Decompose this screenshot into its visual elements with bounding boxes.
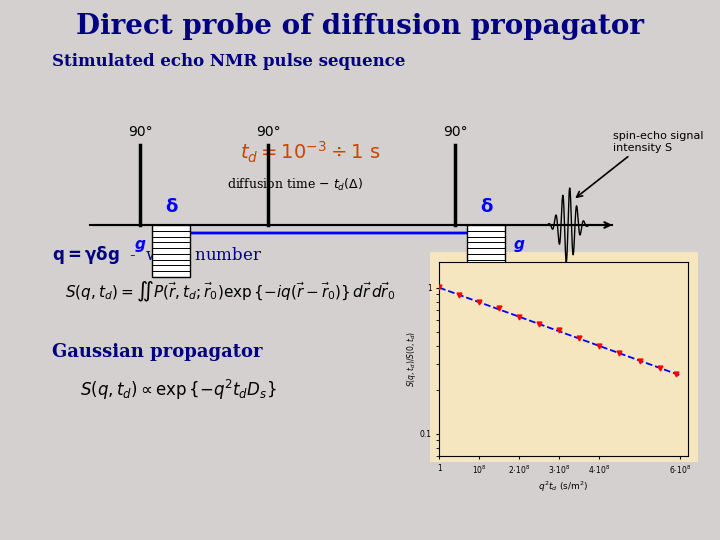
Text: δ: δ (480, 198, 492, 216)
Text: 90°: 90° (256, 125, 280, 139)
Text: Stimulated echo NMR pulse sequence: Stimulated echo NMR pulse sequence (52, 53, 405, 71)
Text: diffusion time $-\ t_d(\Delta)$: diffusion time $-\ t_d(\Delta)$ (227, 177, 363, 193)
Text: $t_d = 10^{-3} \div 1\ \mathrm{s}$: $t_d = 10^{-3} \div 1\ \mathrm{s}$ (240, 139, 380, 165)
Text: spin-echo signal
intensity S: spin-echo signal intensity S (613, 131, 703, 153)
Text: $S(q,t_d) \propto \exp\{-q^2 t_d D_s\}$: $S(q,t_d) \propto \exp\{-q^2 t_d D_s\}$ (80, 378, 276, 402)
Text: $S(q,t_d) = \iint P(\vec{r},t_d;\vec{r}_0)\exp\{-iq(\vec{r}-\vec{r}_0)\}\,d\vec{: $S(q,t_d) = \iint P(\vec{r},t_d;\vec{r}_… (65, 280, 395, 304)
Bar (467, 225, 505, 277)
Text: $\mathbf{q = \gamma\delta g}$  -  wave number: $\mathbf{q = \gamma\delta g}$ - wave num… (52, 244, 262, 266)
Text: g: g (135, 238, 145, 253)
Text: δ: δ (165, 198, 177, 216)
Text: Direct probe of diffusion propagator: Direct probe of diffusion propagator (76, 14, 644, 40)
X-axis label: $q^2 t_d\ \mathrm{(s/m^2)}$: $q^2 t_d\ \mathrm{(s/m^2)}$ (539, 479, 588, 494)
Text: 90°: 90° (443, 125, 467, 139)
Text: 90°: 90° (127, 125, 153, 139)
Y-axis label: $S(q,t_d)/S(0,t_d)$: $S(q,t_d)/S(0,t_d)$ (405, 331, 418, 387)
Bar (430, 252, 698, 462)
Bar (152, 225, 190, 277)
Text: Gaussian propagator: Gaussian propagator (52, 343, 263, 361)
Text: g: g (513, 238, 524, 253)
